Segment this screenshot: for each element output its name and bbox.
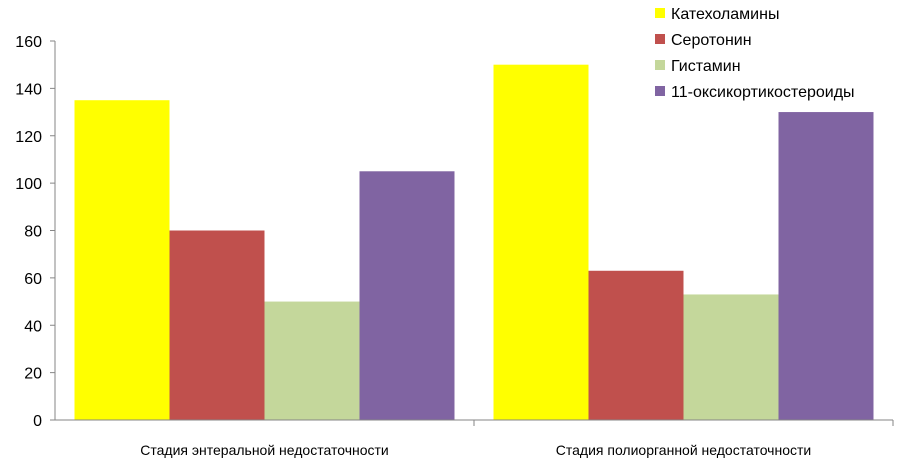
y-ticks-group: 0 20 40 60 80 100 120 140 160 [15, 34, 55, 430]
legend-swatch [655, 8, 665, 18]
bar-1-2 [493, 64, 589, 420]
legend-label: 11-оксикортикостероиды [671, 84, 855, 101]
legend-label: Катехоламины [671, 6, 779, 23]
y-tick-label: 120 [15, 129, 42, 146]
y-tick-label: 80 [24, 224, 42, 241]
y-tick-label: 60 [24, 271, 42, 288]
legend-swatch [655, 86, 665, 96]
bar-4-1 [359, 171, 455, 420]
legend-label: Гистамин [671, 58, 741, 75]
y-tick-label: 160 [15, 34, 42, 51]
bars-group [74, 64, 874, 420]
y-tick-label: 100 [15, 176, 42, 193]
category-labels-group: Стадия энтеральной недостаточности Стадия… [140, 420, 894, 458]
legend-swatch [655, 60, 665, 70]
legend-label: Серотонин [671, 32, 752, 49]
legend-swatch [655, 34, 665, 44]
bar-2-2 [588, 270, 684, 420]
bar-3-2 [683, 294, 779, 420]
x-category-label: Стадия полиорганной недостаточности [556, 442, 811, 458]
y-tick-label: 40 [24, 318, 42, 335]
bar-1-1 [74, 100, 170, 420]
bar-3-1 [264, 301, 360, 420]
x-category-label: Стадия энтеральной недостаточности [140, 442, 388, 458]
y-tick-label: 20 [24, 366, 42, 383]
y-tick-label: 0 [33, 413, 42, 430]
bar-4-2 [778, 112, 874, 420]
bar-2-1 [169, 230, 265, 420]
y-tick-label: 140 [15, 81, 42, 98]
legend: Катехоламины Серотонин Гистамин 11-оксикорт… [655, 6, 855, 101]
